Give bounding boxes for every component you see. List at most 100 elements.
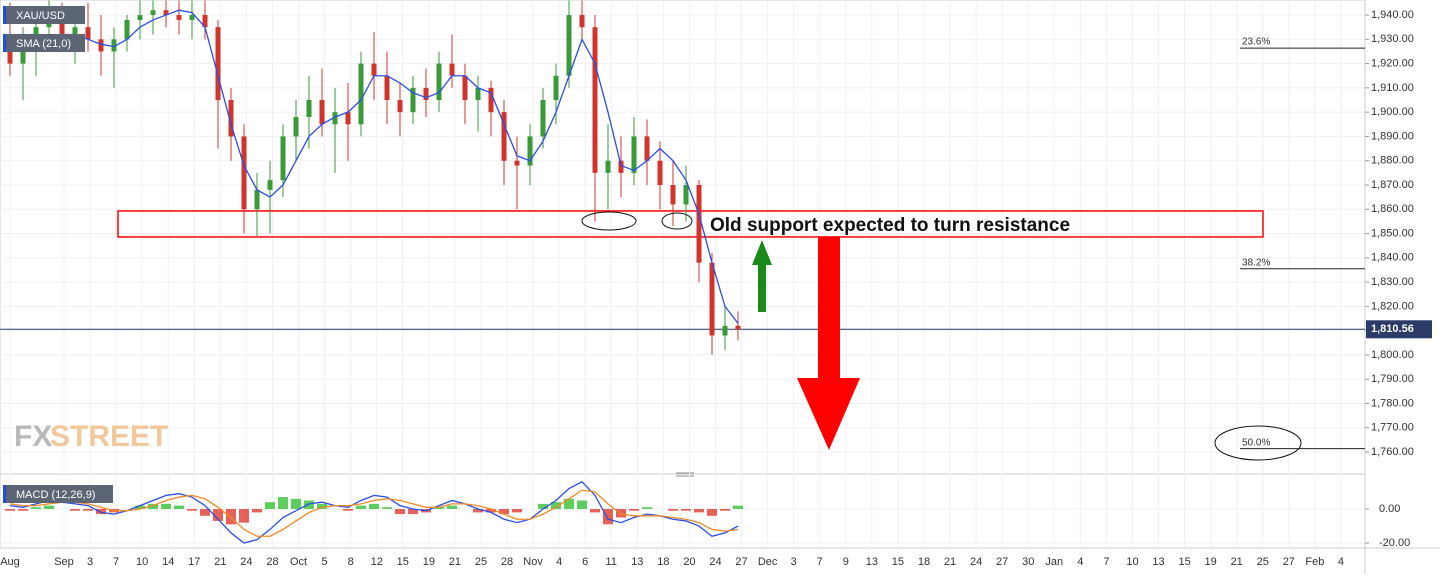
macd-histogram [551, 502, 561, 509]
y-tick-label: 1,920.00 [1371, 58, 1414, 70]
up-arrow [752, 240, 772, 312]
y-tick-label: 0.00 [1379, 503, 1400, 515]
candle-body [683, 184, 689, 205]
y-tick-label: 1,890.00 [1371, 130, 1414, 142]
down-arrow [797, 237, 860, 450]
candle-body [98, 39, 104, 52]
macd-histogram [486, 508, 496, 513]
highlight-ellipse [1214, 425, 1302, 461]
candle-body [124, 19, 130, 40]
x-tick-label: 21 [449, 556, 461, 568]
candle-body [332, 112, 338, 125]
y-tick-label: 1,910.00 [1371, 82, 1414, 94]
x-tick-label: 4 [1077, 556, 1083, 568]
candle-body [371, 63, 377, 76]
candle-body [553, 75, 559, 101]
x-tick-label: 9 [843, 556, 849, 568]
macd-histogram [18, 508, 28, 511]
y-tick-label: 1,860.00 [1371, 203, 1414, 215]
macd-histogram [187, 508, 197, 511]
y-tick-label: 1,790.00 [1371, 373, 1414, 385]
macd-histogram [148, 503, 158, 509]
candle-body [475, 87, 481, 101]
macd-histogram [434, 507, 444, 509]
y-tick-label: 1,930.00 [1371, 33, 1414, 45]
x-tick-label: 28 [266, 556, 278, 568]
x-tick-label: 7 [1103, 556, 1109, 568]
x-tick-label: Sep [54, 556, 74, 568]
candle-body [566, 15, 572, 76]
x-tick-label: 20 [683, 556, 695, 568]
candle-body [449, 63, 455, 76]
x-tick-label: 28 [501, 556, 513, 568]
support-zone [117, 210, 1264, 238]
macd-histogram [174, 505, 184, 509]
signal-line [9, 489, 739, 537]
macd-histogram [473, 508, 483, 513]
candle-body [163, 10, 169, 16]
x-tick-label: 11 [606, 556, 617, 568]
legend-macd: MACD (12,26,9) [16, 489, 95, 501]
candle-body [358, 63, 364, 125]
macd-histogram [642, 507, 652, 509]
macd-histogram [356, 505, 366, 509]
x-tick-label: 17 [188, 556, 200, 568]
macd-histogram [135, 505, 145, 509]
legend-box[interactable] [3, 6, 85, 24]
watermark: STREET [50, 420, 168, 453]
candle-body [592, 27, 598, 173]
price-badge [1366, 320, 1432, 339]
macd-histogram [668, 508, 678, 511]
legend-title: XAU/USD [16, 10, 65, 22]
y-tick-label: 1,780.00 [1371, 397, 1414, 409]
x-tick-label: 24 [970, 556, 982, 568]
legend-box[interactable] [3, 485, 113, 503]
candle-body [540, 100, 546, 137]
x-tick-label: 5 [322, 556, 328, 568]
candle-body [696, 184, 702, 263]
legend-sma: SMA (21,0) [16, 38, 71, 50]
candle-body [709, 262, 715, 336]
x-tick-label: 7 [113, 556, 119, 568]
macd-histogram [512, 508, 522, 513]
macd-histogram [252, 508, 262, 513]
macd-histogram [96, 508, 106, 515]
legend-box[interactable] [3, 34, 85, 52]
macd-histogram [720, 508, 730, 511]
x-tick-label: Aug [0, 556, 20, 568]
candle-body [280, 136, 286, 181]
candle-body [501, 112, 507, 161]
x-tick-label: 25 [1257, 556, 1269, 568]
candle-body [20, 44, 26, 64]
macd-histogram [499, 508, 509, 515]
macd-histogram [564, 498, 574, 509]
x-tick-label: 4 [1338, 556, 1344, 568]
macd-histogram [213, 508, 223, 521]
x-tick-label: 27 [996, 556, 1008, 568]
macd-histogram [44, 505, 54, 509]
macd-histogram [265, 502, 275, 509]
candle-body [228, 100, 234, 137]
candle-body [644, 136, 650, 161]
candle-body [410, 87, 416, 113]
x-tick-label: 4 [556, 556, 562, 568]
marks: 23.6% 38.2% 50.0% [0, 0, 1365, 544]
legend-accent [3, 485, 6, 503]
macd-histogram [317, 503, 327, 509]
annotation: Old support expected to turn resistance [710, 215, 1070, 236]
macd-histogram [395, 508, 405, 515]
x-tick-label: 13 [631, 556, 643, 568]
macd-histogram [291, 498, 301, 509]
candle-body [436, 63, 442, 101]
candle-body [137, 15, 143, 20]
macd-histogram [226, 508, 236, 525]
candle-body [514, 160, 520, 166]
y-tick-label: 1,940.00 [1371, 9, 1414, 21]
candle-body [254, 189, 260, 210]
candle-body [631, 136, 637, 173]
macd-histogram [681, 508, 691, 511]
x-tick-label: 13 [1152, 556, 1164, 568]
x-tick-label: 21 [214, 556, 226, 568]
macd-histogram [733, 505, 743, 509]
